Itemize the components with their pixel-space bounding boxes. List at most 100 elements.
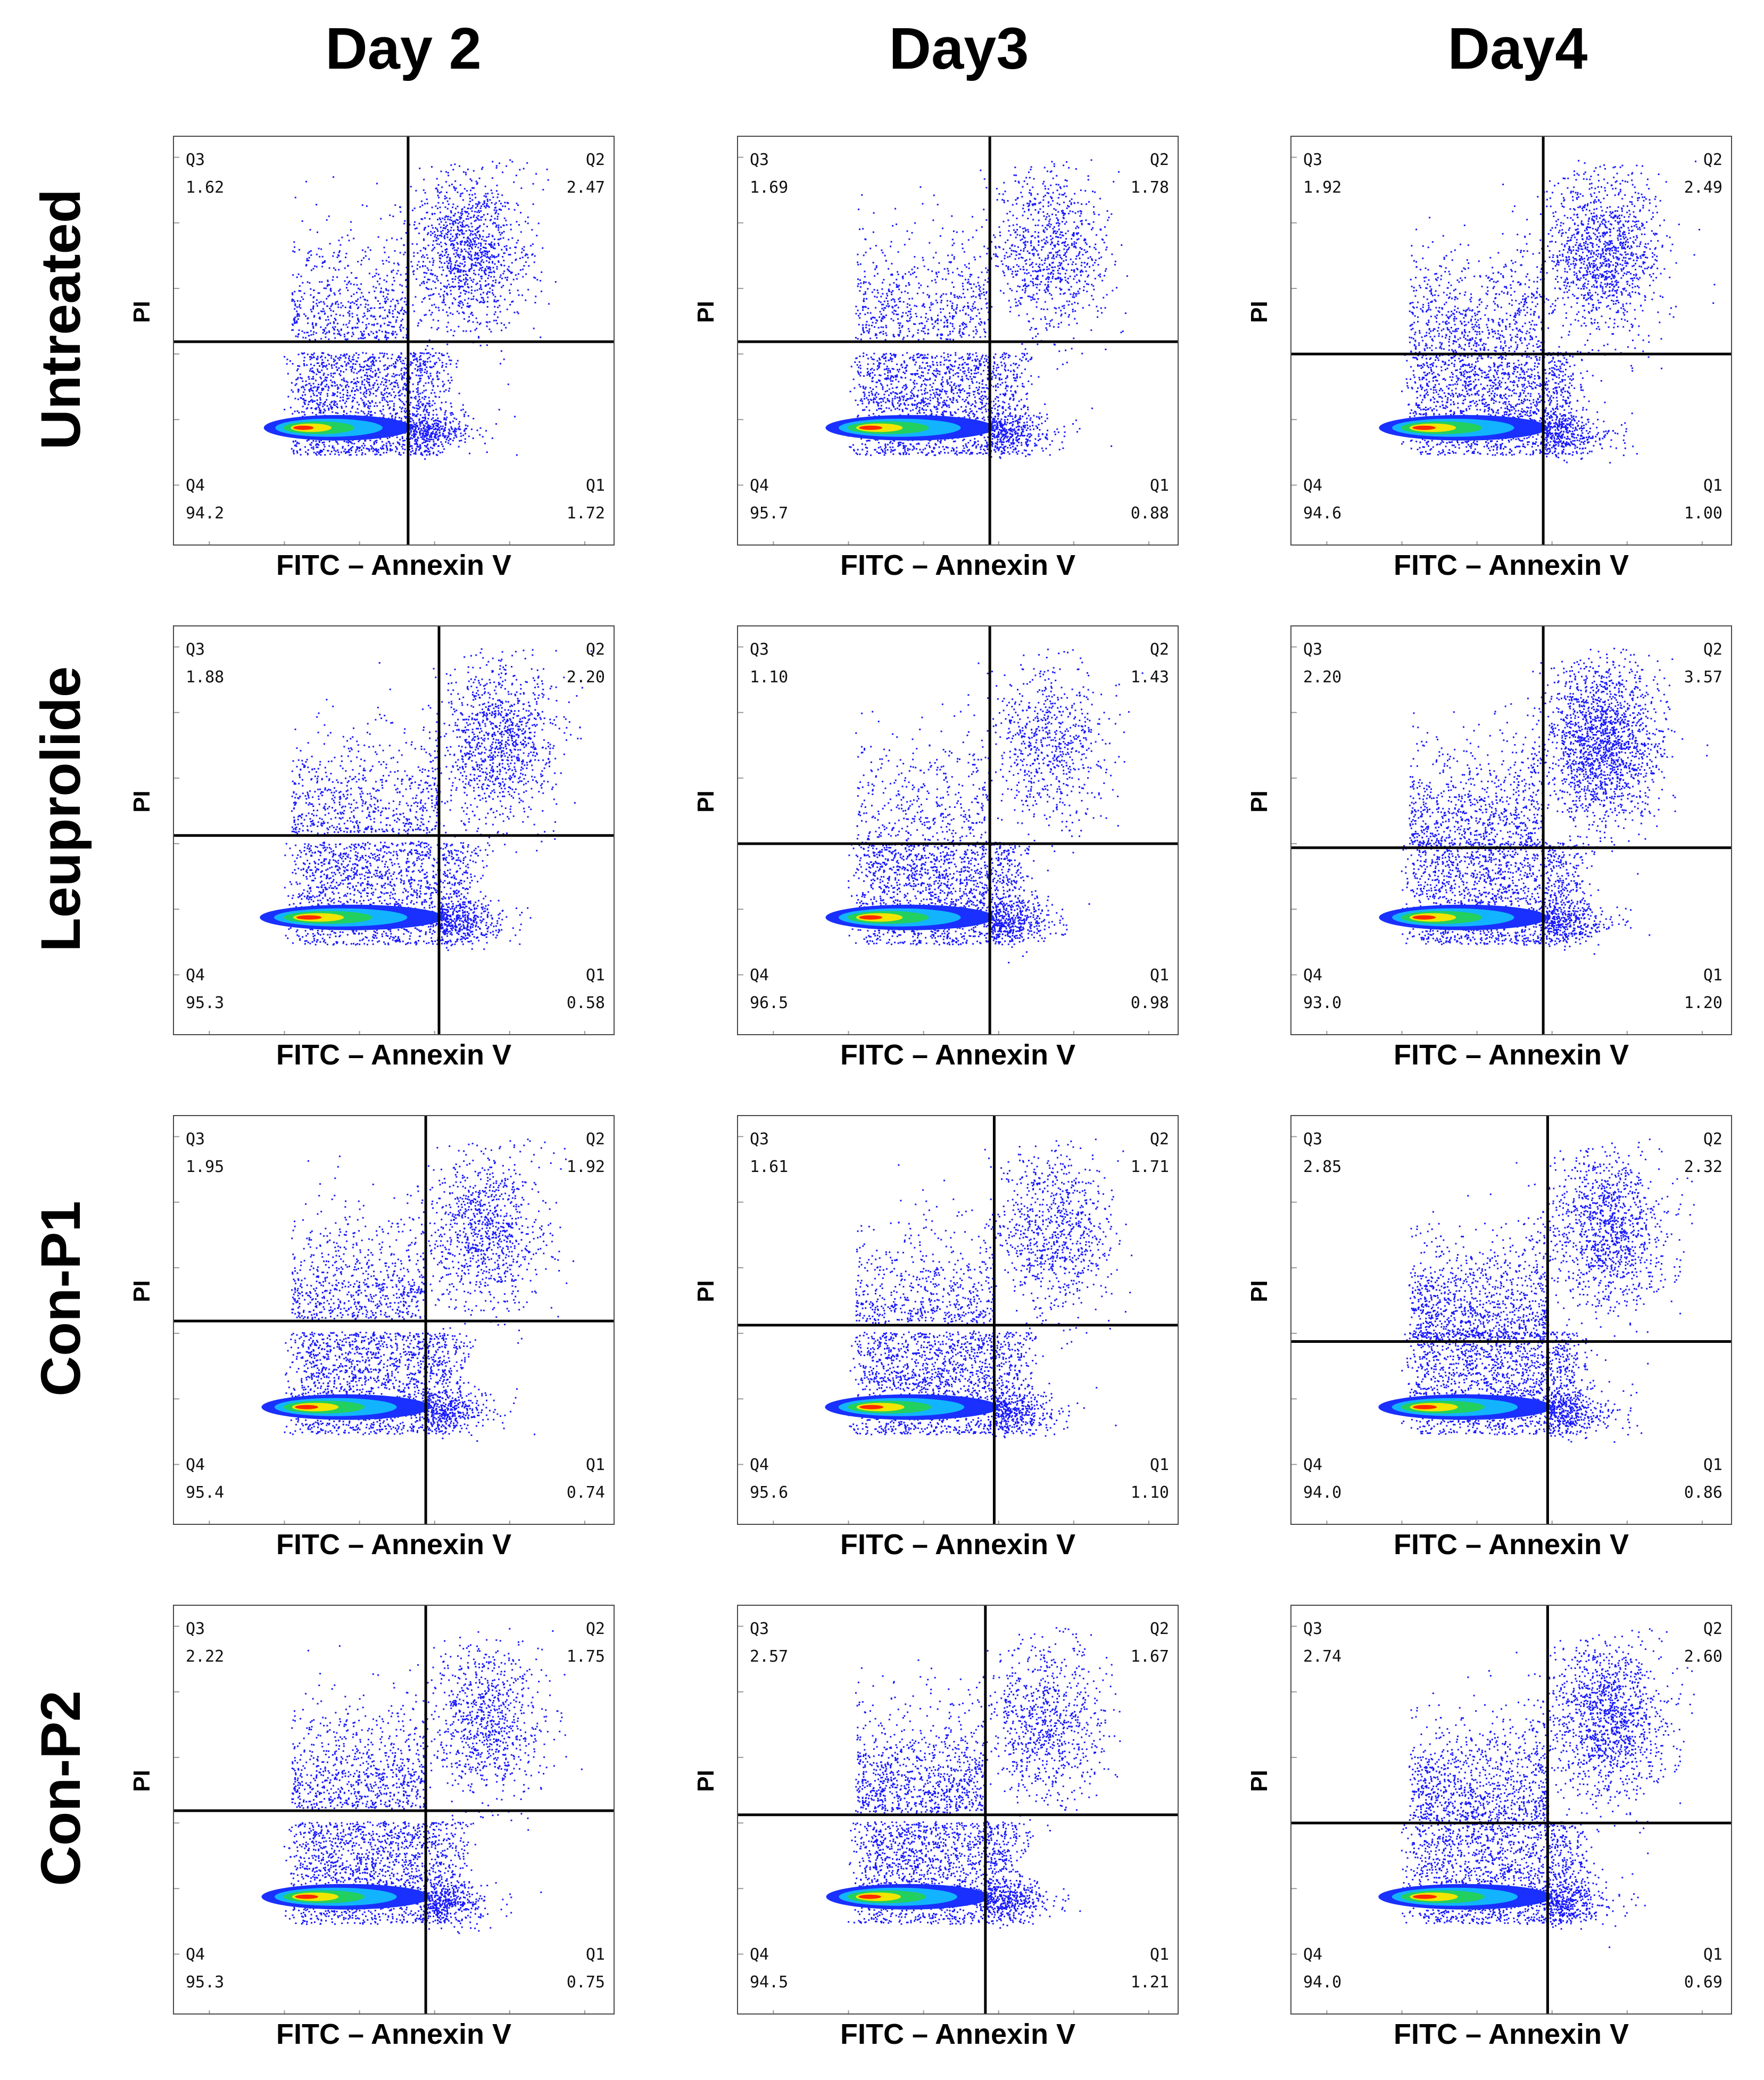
- density-core-red: [859, 915, 883, 920]
- quadrant-percent: 2.47: [566, 178, 605, 197]
- quadrant-percent: 94.2: [186, 504, 225, 523]
- quadrant-name: Q3: [750, 1130, 769, 1149]
- event-dots: [284, 1628, 583, 1934]
- quadrant-q4: Q4 95.4: [186, 1451, 255, 1507]
- quadrant-q1: Q1 0.58: [536, 962, 605, 1017]
- quadrant-q3: Q3 2.74: [1303, 1615, 1372, 1671]
- quadrant-percent: 1.20: [1684, 994, 1722, 1012]
- quadrant-q4: Q4 95.3: [186, 962, 255, 1017]
- quadrant-name: Q4: [1303, 966, 1323, 985]
- quadrant-percent: 0.74: [566, 1483, 605, 1502]
- quadrant-name: Q4: [186, 476, 205, 495]
- quadrant-q4: Q4 95.6: [750, 1451, 819, 1507]
- x-axis-label: FITC – Annexin V: [840, 549, 1076, 581]
- event-dots: [847, 159, 1128, 459]
- dot-cloud: [848, 1138, 1133, 1439]
- quadrant-name: Q3: [750, 151, 769, 169]
- quadrant-percent: 1.92: [1303, 178, 1342, 197]
- density-core-red: [1412, 915, 1436, 920]
- quadrant-name: Q2: [1703, 1620, 1722, 1638]
- quadrant-percent: 1.69: [750, 178, 789, 197]
- event-dots: [284, 1138, 574, 1442]
- quadrant-percent: 96.5: [750, 994, 789, 1012]
- quadrant-percent: 1.92: [566, 1158, 605, 1176]
- quadrant-name: Q1: [1703, 476, 1722, 495]
- column-header: Day3: [889, 16, 1029, 81]
- quadrant-percent: 1.75: [566, 1647, 605, 1666]
- quadrant-percent: 1.62: [186, 178, 225, 197]
- quadrant-name: Q3: [186, 640, 205, 659]
- quadrant-name: Q3: [1303, 640, 1323, 659]
- row-label: Con-P2: [30, 1690, 92, 1886]
- flow-plot: Q3 1.10 Q2 1.43 Q4 96.5 Q1 0.98: [737, 625, 1179, 1035]
- quadrant-q4: Q4 93.0: [1303, 962, 1372, 1017]
- dot-cloud: [284, 159, 557, 460]
- density-core-red: [295, 1894, 319, 1899]
- quadrant-name: Q1: [1149, 1945, 1169, 1964]
- flow-plot: Q3 2.85 Q2 2.32 Q4 94.0 Q1 0.86: [1290, 1115, 1732, 1525]
- quadrant-percent: 1.00: [1684, 504, 1722, 523]
- quadrant-q4: Q4 94.5: [750, 1941, 819, 1996]
- event-dots: [1401, 160, 1716, 464]
- quadrant-q2: Q2 1.67: [1100, 1615, 1169, 1671]
- quadrant-percent: 1.78: [1130, 178, 1169, 197]
- y-axis-label: PI: [693, 301, 719, 323]
- quadrant-percent: 93.0: [1303, 994, 1342, 1012]
- quadrant-name: Q3: [750, 1620, 769, 1638]
- quadrant-name: Q1: [1703, 1456, 1722, 1474]
- quadrant-q4: Q4 94.2: [186, 472, 255, 527]
- quadrant-name: Q2: [1149, 640, 1169, 659]
- row-label: Con-P1: [30, 1201, 92, 1397]
- density-core-red: [859, 1405, 884, 1409]
- quadrant-percent: 1.72: [566, 504, 605, 523]
- quadrant-percent: 1.67: [1130, 1647, 1169, 1666]
- dot-cloud: [1401, 648, 1709, 955]
- y-axis-label: PI: [693, 1770, 719, 1792]
- quadrant-q2: Q2 1.92: [536, 1126, 605, 1181]
- quadrant-q1: Q1 1.10: [1100, 1451, 1169, 1507]
- x-axis-label: FITC – Annexin V: [840, 1039, 1076, 1071]
- quadrant-percent: 0.69: [1684, 1973, 1722, 1992]
- quadrant-name: Q2: [1703, 1130, 1722, 1149]
- flow-plot: Q3 1.92 Q2 2.49 Q4 94.6 Q1 1.00: [1290, 136, 1732, 546]
- quadrant-name: Q2: [1703, 151, 1722, 169]
- quadrant-percent: 1.21: [1130, 1973, 1169, 1992]
- event-dots: [1401, 648, 1709, 955]
- quadrant-q2: Q2 1.71: [1100, 1126, 1169, 1181]
- quadrant-percent: 2.85: [1303, 1158, 1342, 1176]
- quadrant-name: Q4: [750, 1945, 769, 1964]
- quadrant-name: Q1: [585, 1456, 605, 1474]
- quadrant-name: Q3: [186, 1130, 205, 1149]
- quadrant-q3: Q3 1.92: [1303, 146, 1372, 202]
- quadrant-percent: 1.71: [1130, 1158, 1169, 1176]
- flow-plot: Q3 2.22 Q2 1.75 Q4 95.3 Q1 0.75: [173, 1605, 615, 2015]
- y-axis-label: PI: [129, 301, 155, 323]
- quadrant-name: Q1: [1149, 476, 1169, 495]
- x-axis-label: FITC – Annexin V: [276, 1529, 512, 1561]
- flow-plot: Q3 2.57 Q2 1.67 Q4 94.5 Q1 1.21: [737, 1605, 1179, 2015]
- y-axis-label: PI: [129, 1280, 155, 1302]
- quadrant-q3: Q3 2.85: [1303, 1126, 1372, 1181]
- scatter-canvas: [174, 137, 614, 544]
- density-core-red: [296, 915, 322, 920]
- quadrant-name: Q1: [585, 1945, 605, 1964]
- quadrant-q2: Q2 3.57: [1653, 636, 1722, 691]
- quadrant-percent: 1.10: [750, 668, 789, 687]
- quadrant-q2: Q2 2.49: [1653, 146, 1722, 202]
- quadrant-q4: Q4 95.7: [750, 472, 819, 527]
- x-axis-label: FITC – Annexin V: [840, 1529, 1076, 1561]
- quadrant-q2: Q2 1.75: [536, 1615, 605, 1671]
- scatter-canvas: [1291, 1116, 1731, 1524]
- dot-cloud: [1401, 160, 1716, 464]
- quadrant-q1: Q1 0.88: [1100, 472, 1169, 527]
- density-core-red: [293, 425, 314, 430]
- quadrant-q2: Q2 2.20: [536, 636, 605, 691]
- quadrant-name: Q4: [1303, 476, 1323, 495]
- scatter-canvas: [1291, 137, 1731, 544]
- dot-cloud: [284, 1138, 574, 1442]
- quadrant-q4: Q4 96.5: [750, 962, 819, 1017]
- column-header: Day 2: [325, 16, 482, 81]
- x-axis-label: FITC – Annexin V: [1393, 1039, 1629, 1071]
- scatter-canvas: [738, 1116, 1178, 1524]
- quadrant-percent: 0.88: [1130, 504, 1169, 523]
